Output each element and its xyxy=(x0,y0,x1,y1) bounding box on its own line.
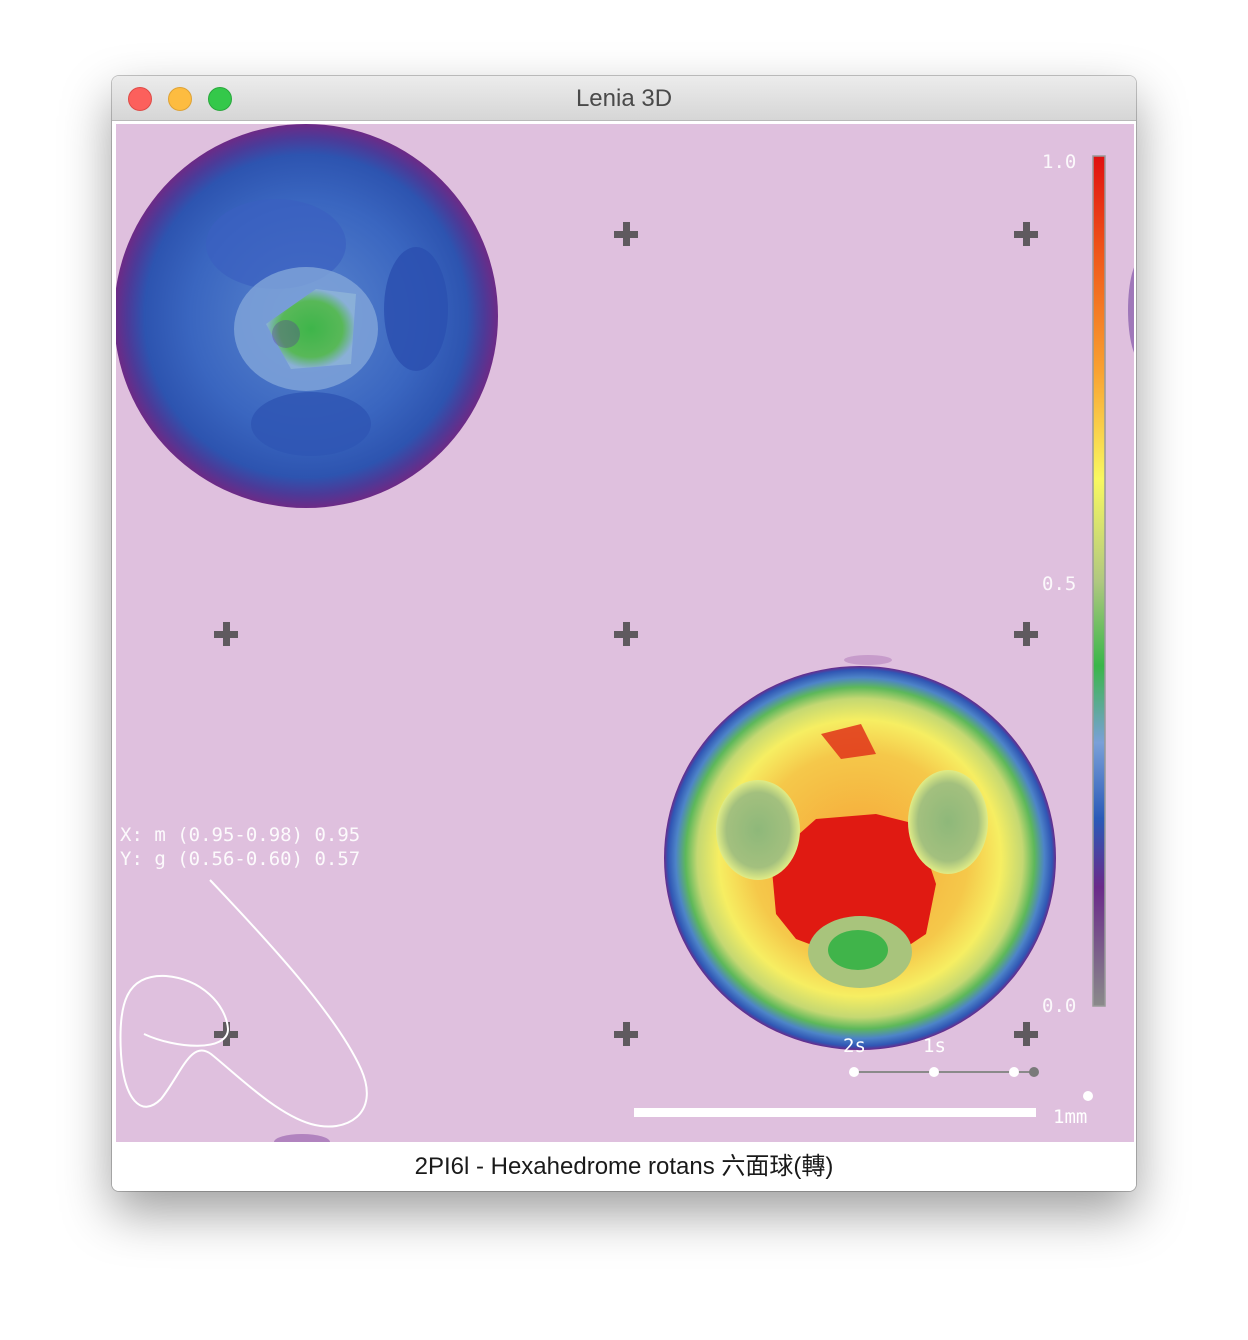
cross-marker xyxy=(1014,1022,1038,1046)
simulation-canvas[interactable]: 1.0 0.5 0.0 X: m (0.95-0.98) 0.95 Y: g (… xyxy=(116,124,1134,1142)
zoom-button[interactable] xyxy=(208,87,232,111)
creature-cell-topleft xyxy=(116,124,498,508)
timeline-track xyxy=(849,1067,1039,1077)
stats-x-line: X: m (0.95-0.98) 0.95 xyxy=(120,824,361,846)
colorbar-gradient xyxy=(1092,155,1106,1007)
app-window: Lenia 3D xyxy=(112,76,1136,1191)
colorbar-max-label: 1.0 xyxy=(1042,151,1077,173)
timeline-label-2s: 2s xyxy=(843,1035,866,1057)
cross-marker xyxy=(1014,222,1038,246)
title-bar[interactable]: Lenia 3D xyxy=(112,76,1136,121)
trajectory-curve xyxy=(119,879,368,1128)
cross-marker xyxy=(614,622,638,646)
creature-caption: 2PI6l - Hexahedrome rotans 六面球(轉) xyxy=(112,1143,1136,1191)
creature-cell-bottomright xyxy=(664,666,1056,1050)
simulation-svg xyxy=(116,124,1134,1142)
window-title: Lenia 3D xyxy=(575,85,673,112)
edge-fragment-bottom xyxy=(274,1134,330,1142)
timeline-point-1s xyxy=(929,1067,939,1077)
edge-fragment-right xyxy=(1128,267,1134,353)
cross-marker xyxy=(614,1022,638,1046)
timeline-point-2s xyxy=(849,1067,859,1077)
colorbar-min-label: 0.0 xyxy=(1042,995,1077,1017)
scale-label: 1mm xyxy=(1053,1106,1088,1128)
scale-bar xyxy=(634,1108,1036,1117)
close-button[interactable] xyxy=(128,87,152,111)
colorbar-mid-label: 0.5 xyxy=(1042,573,1077,595)
timeline-point-now xyxy=(1009,1067,1019,1077)
cross-marker xyxy=(614,222,638,246)
cross-marker xyxy=(1014,622,1038,646)
timeline-point-end xyxy=(1029,1067,1039,1077)
timeline-label-1s: 1s xyxy=(923,1035,946,1057)
stats-y-line: Y: g (0.56-0.60) 0.57 xyxy=(120,848,361,870)
edge-fragment-top xyxy=(844,655,892,665)
scale-dot xyxy=(1083,1091,1093,1101)
minimize-button[interactable] xyxy=(168,87,192,111)
cross-marker xyxy=(214,622,238,646)
